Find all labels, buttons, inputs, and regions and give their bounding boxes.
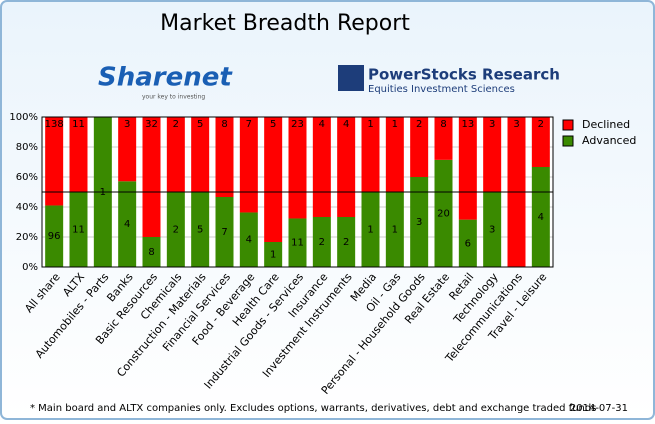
value-label: 1 bbox=[392, 119, 398, 130]
y-tick-label: 60% bbox=[16, 172, 38, 183]
value-label: 23 bbox=[291, 119, 304, 130]
value-label: 1 bbox=[367, 119, 373, 130]
bar bbox=[166, 117, 185, 192]
bar bbox=[45, 205, 64, 267]
value-label: 8 bbox=[148, 247, 154, 258]
value-label: 13 bbox=[461, 119, 474, 130]
value-label: 5 bbox=[197, 119, 203, 130]
bar bbox=[118, 117, 137, 182]
value-label: 4 bbox=[343, 119, 349, 130]
bar bbox=[288, 117, 307, 219]
bar bbox=[361, 192, 380, 267]
bar bbox=[215, 197, 234, 267]
date: 2014-07-31 bbox=[570, 403, 628, 414]
value-label: 4 bbox=[246, 235, 252, 246]
bar bbox=[69, 192, 88, 267]
bar bbox=[142, 237, 161, 267]
bar bbox=[312, 117, 331, 217]
bar bbox=[385, 192, 404, 267]
legend-swatch bbox=[562, 135, 574, 147]
value-label: 8 bbox=[221, 119, 227, 130]
y-tick-label: 0% bbox=[22, 262, 38, 273]
footnote: * Main board and ALTX companies only. Ex… bbox=[30, 403, 596, 414]
y-tick-label: 100% bbox=[9, 112, 38, 123]
value-label: 3 bbox=[124, 119, 130, 130]
value-label: 32 bbox=[145, 119, 158, 130]
value-label: 4 bbox=[124, 219, 130, 230]
value-label: 1 bbox=[270, 250, 276, 261]
value-label: 11 bbox=[291, 238, 304, 249]
value-label: 4 bbox=[538, 212, 544, 223]
y-tick-label: 20% bbox=[16, 232, 38, 243]
bar bbox=[410, 117, 429, 177]
bar bbox=[264, 117, 283, 242]
value-label: 3 bbox=[489, 225, 495, 236]
value-label: 5 bbox=[270, 119, 276, 130]
bar bbox=[458, 117, 477, 220]
bar bbox=[118, 181, 137, 267]
logo: Sharenet bbox=[98, 63, 233, 93]
value-label: 2 bbox=[538, 119, 544, 130]
value-label: 2 bbox=[343, 237, 349, 248]
value-label: 3 bbox=[416, 217, 422, 228]
bar bbox=[483, 192, 502, 267]
bar bbox=[361, 117, 380, 192]
value-label: 96 bbox=[48, 231, 61, 242]
value-label: 3 bbox=[513, 119, 519, 130]
bar bbox=[337, 117, 356, 217]
value-label: 11 bbox=[72, 225, 85, 236]
bar bbox=[191, 192, 210, 267]
bar bbox=[337, 217, 356, 267]
bar bbox=[191, 117, 210, 192]
bar bbox=[410, 177, 429, 267]
logo: PowerStocks Research bbox=[368, 66, 560, 84]
value-label: 7 bbox=[221, 227, 227, 238]
logo-tagline: Equities Investment Sciences bbox=[368, 84, 515, 95]
legend-label: Declined bbox=[582, 118, 630, 131]
value-label: 2 bbox=[416, 119, 422, 130]
legend-swatch bbox=[562, 119, 574, 131]
value-label: 3 bbox=[489, 119, 495, 130]
value-label: 20 bbox=[437, 208, 450, 219]
value-label: 2 bbox=[319, 237, 325, 248]
value-label: 1 bbox=[392, 225, 398, 236]
bar bbox=[166, 192, 185, 267]
bar bbox=[483, 117, 502, 192]
bar bbox=[434, 117, 453, 160]
value-label: 2 bbox=[173, 225, 179, 236]
value-label: 8 bbox=[440, 119, 446, 130]
logo-tagline: your key to investing bbox=[142, 94, 205, 101]
value-label: 11 bbox=[72, 119, 85, 130]
bar bbox=[239, 212, 258, 267]
bar bbox=[69, 117, 88, 192]
bar bbox=[312, 217, 331, 267]
bar bbox=[215, 117, 234, 197]
value-label: 138 bbox=[45, 119, 64, 130]
bar bbox=[458, 219, 477, 267]
value-label: 2 bbox=[173, 119, 179, 130]
logo-icon bbox=[338, 65, 364, 91]
bar bbox=[45, 117, 64, 206]
value-label: 1 bbox=[367, 225, 373, 236]
bar bbox=[239, 117, 258, 213]
value-label: 6 bbox=[465, 238, 471, 249]
bar bbox=[434, 159, 453, 267]
bar bbox=[142, 117, 161, 237]
plot-border bbox=[41, 116, 554, 268]
y-tick-label: 80% bbox=[16, 142, 38, 153]
chart-title: Market Breadth Report bbox=[160, 11, 410, 36]
y-tick-label: 40% bbox=[16, 202, 38, 213]
value-label: 5 bbox=[197, 225, 203, 236]
legend-label: Advanced bbox=[582, 134, 636, 147]
bar bbox=[385, 117, 404, 192]
value-label: 4 bbox=[319, 119, 325, 130]
bar bbox=[288, 218, 307, 267]
value-label: 7 bbox=[246, 119, 252, 130]
bar bbox=[264, 242, 283, 267]
bar bbox=[531, 117, 550, 167]
